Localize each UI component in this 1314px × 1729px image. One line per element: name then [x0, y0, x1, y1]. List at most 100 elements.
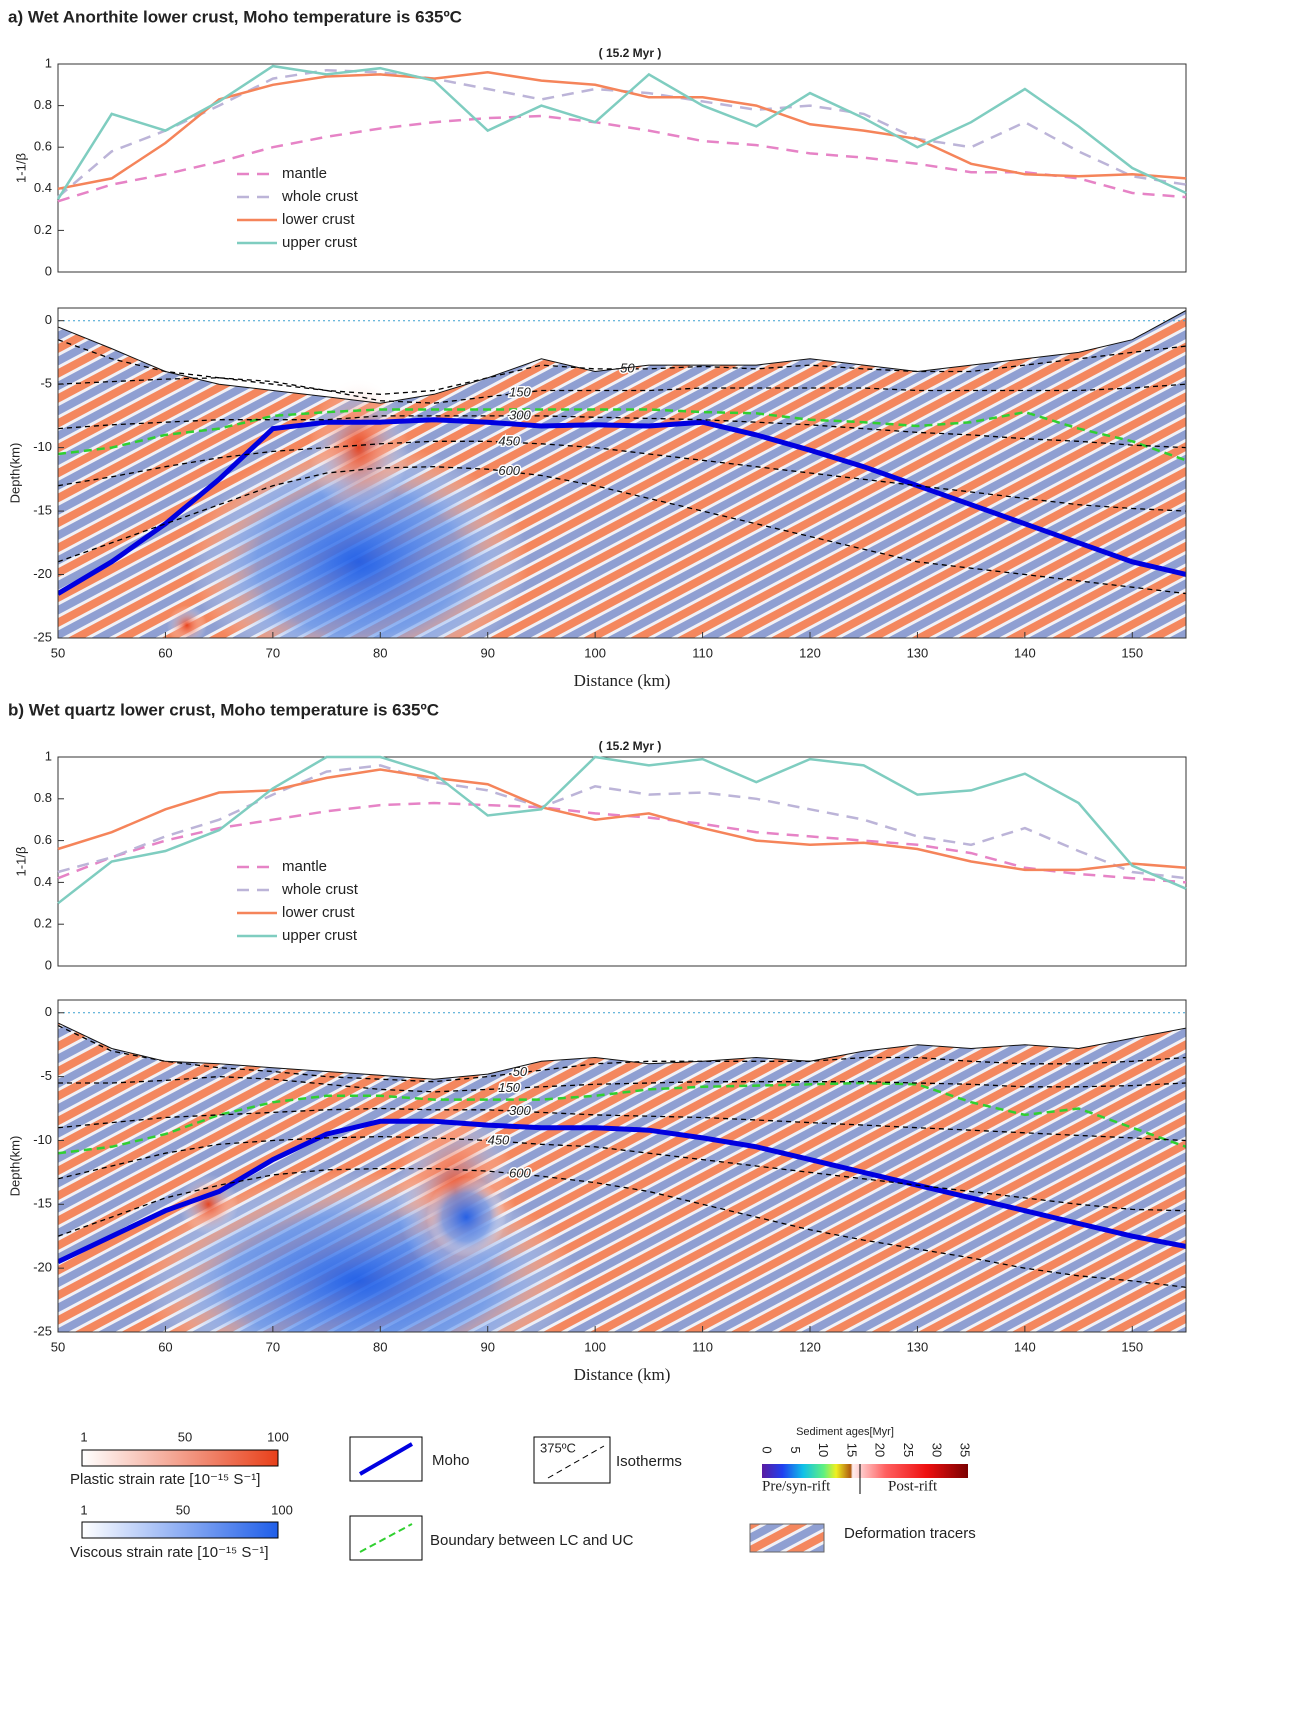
x-tick-label: 100 — [584, 645, 606, 660]
x-axis-label: Distance (km) — [574, 671, 671, 690]
isotherm-label: 300 — [509, 1103, 531, 1118]
x-tick-label: 110 — [692, 645, 713, 660]
isotherm — [58, 1167, 1186, 1288]
x-tick-label: 100 — [584, 1339, 606, 1354]
panel-title: a) Wet Anorthite lower crust, Moho tempe… — [8, 7, 462, 26]
isotherm — [58, 339, 1186, 395]
isotherm-label: 300 — [509, 407, 531, 422]
viscous-tick: 50 — [176, 1502, 190, 1517]
y-tick-label: -5 — [40, 376, 52, 391]
topography — [58, 310, 1186, 404]
subtitle: ( 15.2 Myr ) — [599, 46, 662, 60]
y-tick-label: 0.8 — [34, 790, 52, 805]
x-tick-label: 60 — [158, 1339, 172, 1354]
sediment-tick: 35 — [958, 1443, 973, 1457]
series-line — [56, 64, 1187, 200]
isotherm-label: 450 — [498, 434, 520, 449]
legend: 1 50 100 Plastic strain rate [10⁻¹⁵ S⁻¹]… — [70, 1426, 976, 1561]
y-tick-label: -25 — [33, 629, 52, 644]
series-line — [57, 71, 1187, 191]
plot-frame — [57, 63, 1187, 273]
boundary-label: Boundary between LC and UC — [430, 1532, 634, 1549]
legend-label: whole crust — [281, 881, 359, 898]
series-line — [57, 764, 1187, 880]
viscous-label: Viscous strain rate [10⁻¹⁵ S⁻¹] — [70, 1544, 269, 1561]
strain-rate-field — [188, 441, 529, 638]
x-tick-label: 90 — [480, 1339, 494, 1354]
moho — [58, 1118, 1186, 1265]
isotherm-key-box — [533, 1436, 611, 1484]
sediment-title: Sediment ages[Myr] — [796, 1426, 894, 1438]
legend-label: upper crust — [282, 234, 358, 251]
sediment-tick: 5 — [788, 1446, 803, 1453]
y-tick-label: 0 — [45, 957, 52, 972]
y-axis-label: Depth(km) — [7, 443, 22, 504]
tracers-label: Deformation tracers — [844, 1525, 976, 1542]
line-panel: a) Wet Anorthite lower crust, Moho tempe… — [8, 7, 1187, 278]
subtitle: ( 15.2 Myr ) — [599, 739, 662, 753]
series-line — [57, 801, 1187, 884]
x-tick-label: 150 — [1121, 1339, 1143, 1354]
y-tick-label: 0.6 — [34, 139, 52, 154]
legend-label: mantle — [282, 165, 327, 182]
viscous-tick: 100 — [271, 1502, 293, 1517]
series-line — [57, 68, 1187, 199]
y-tick-label: 0.2 — [34, 916, 52, 931]
isotherm — [58, 440, 1186, 512]
y-tick-label: 0 — [45, 312, 52, 327]
isotherm — [58, 1135, 1186, 1212]
x-tick-label: 70 — [266, 645, 280, 660]
topography — [58, 1022, 1186, 1080]
legend-label: whole crust — [281, 188, 359, 205]
plastic-tick: 1 — [80, 1429, 87, 1444]
sediment-tick: 20 — [873, 1443, 888, 1457]
series-line — [57, 755, 1187, 905]
sediment-ticks: 0 5 10 15 20 25 30 35 — [760, 1443, 973, 1457]
y-tick-label: 0.2 — [34, 222, 52, 237]
x-tick-label: 70 — [266, 1339, 280, 1354]
y-tick-label: -10 — [33, 1132, 52, 1147]
viscous-tick: 1 — [80, 1502, 87, 1517]
post-rift-label: Post-rift — [888, 1478, 938, 1494]
x-tick-label: 130 — [907, 645, 929, 660]
legend-label: upper crust — [282, 927, 358, 944]
sediment-tick: 10 — [816, 1443, 831, 1457]
isotherm-label: 150 — [509, 384, 531, 399]
x-tick-label: 120 — [799, 645, 821, 660]
isotherm-label: 450 — [488, 1133, 510, 1148]
series-line — [57, 768, 1187, 872]
x-tick-label: 60 — [158, 645, 172, 660]
x-axis-label: Distance (km) — [574, 1365, 671, 1384]
isotherm — [58, 466, 1186, 595]
plot-frame — [57, 999, 1187, 1333]
y-axis-label: 1-1/β — [13, 847, 28, 877]
y-tick-label: -20 — [33, 1260, 52, 1275]
y-tick-label: 0 — [45, 1004, 52, 1019]
line-panel: b) Wet quartz lower crust, Moho temperat… — [8, 700, 1187, 972]
x-tick-label: 50 — [51, 645, 65, 660]
legend-label: mantle — [282, 858, 327, 875]
moho-label: Moho — [432, 1452, 470, 1469]
x-tick-label: 130 — [907, 1339, 929, 1354]
x-tick-label: 80 — [373, 645, 387, 660]
y-tick-label: 0.4 — [34, 874, 52, 889]
viscous-colorbar — [81, 1521, 279, 1539]
x-tick-label: 140 — [1014, 1339, 1036, 1354]
y-tick-label: 1 — [45, 748, 52, 763]
isotherm-label: 600 — [509, 1166, 531, 1181]
y-tick-label: -10 — [33, 439, 52, 454]
x-tick-label: 150 — [1121, 645, 1143, 660]
plastic-tick: 100 — [267, 1429, 289, 1444]
pre-rift-label: Pre/syn-rift — [762, 1478, 831, 1494]
plastic-colorbar — [81, 1449, 279, 1467]
y-axis-label: Depth(km) — [7, 1136, 22, 1197]
plastic-label: Plastic strain rate [10⁻¹⁵ S⁻¹] — [70, 1471, 260, 1488]
isotherm-key — [547, 1445, 605, 1479]
moho-key-box — [349, 1436, 423, 1482]
sediment-tick: 30 — [929, 1443, 944, 1457]
y-tick-label: -25 — [33, 1323, 52, 1338]
strain-rate-field — [426, 1177, 507, 1258]
